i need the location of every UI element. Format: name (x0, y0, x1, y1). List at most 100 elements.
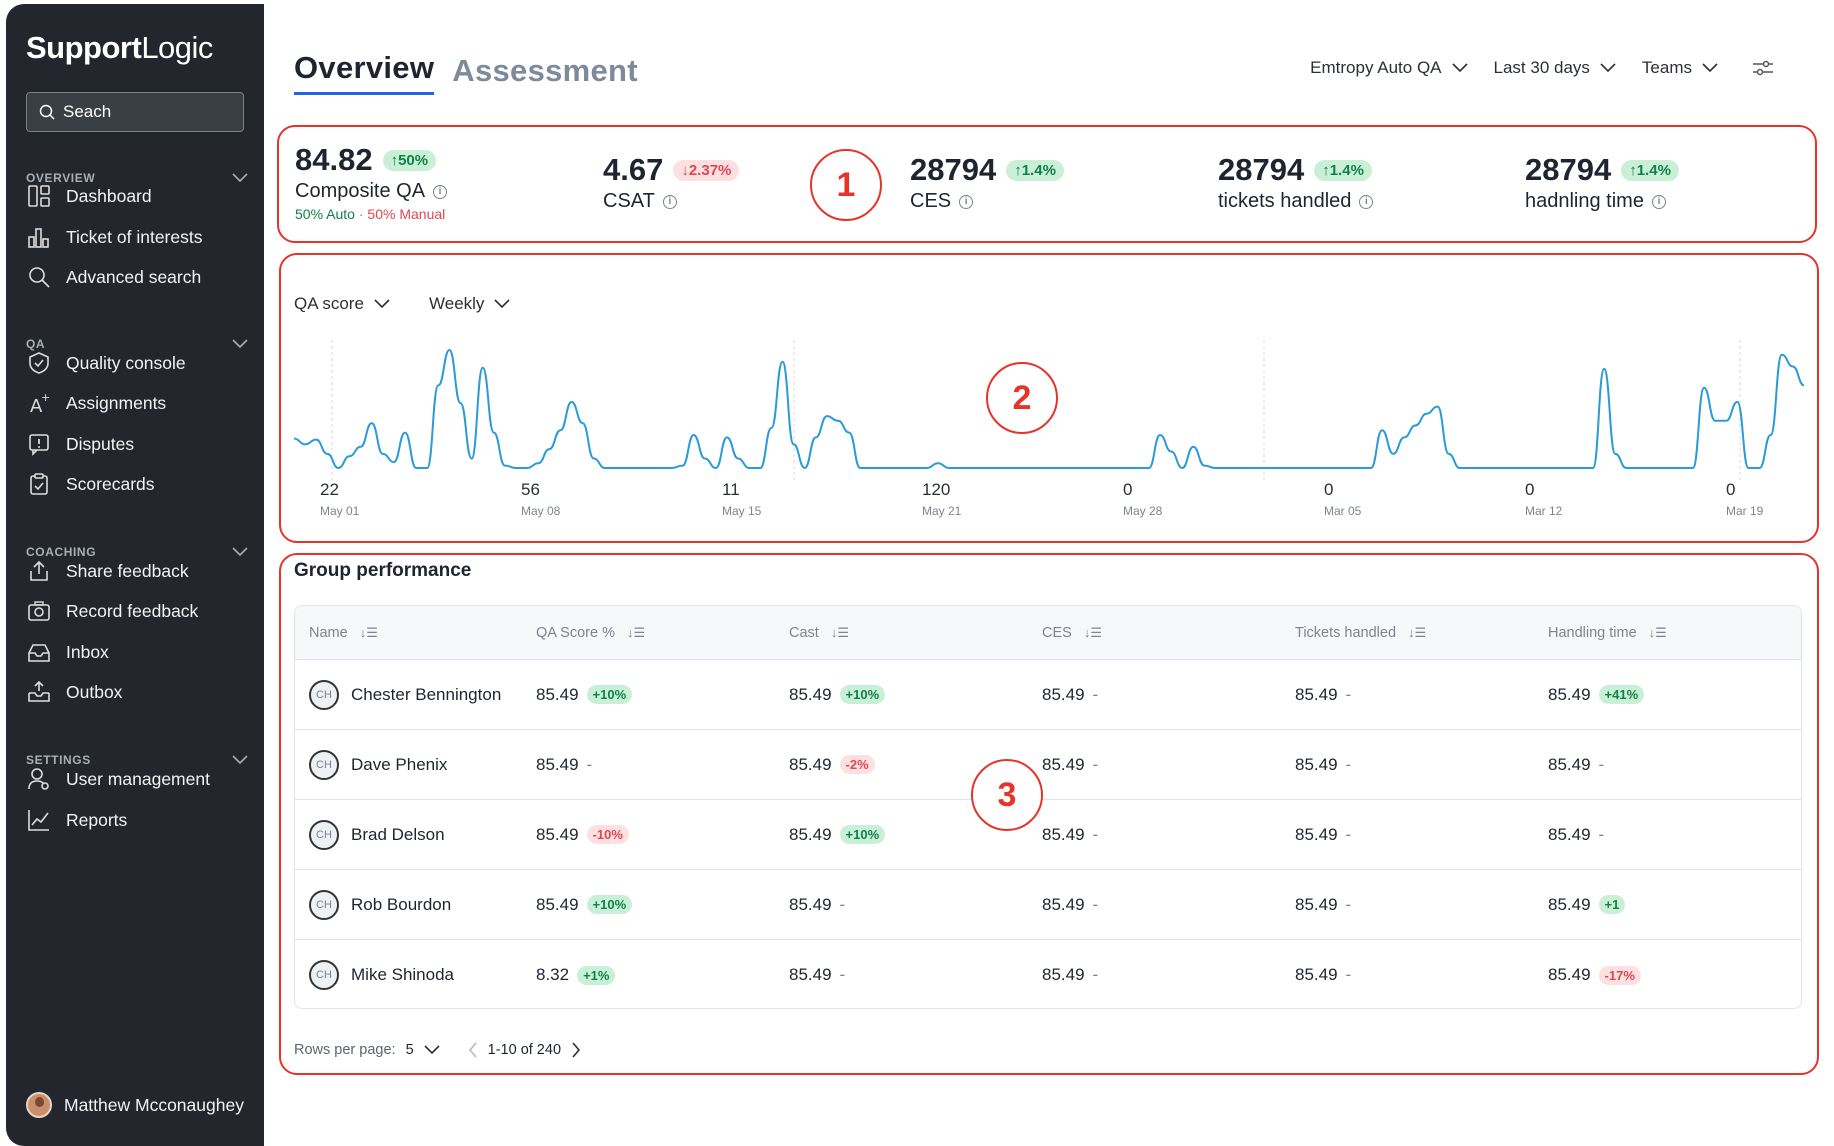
column-header-qa-score[interactable]: QA Score % ↓☰ (522, 625, 775, 641)
x-tick: 22 May 01 (320, 480, 359, 518)
sidebar-item-label: Share feedback (66, 560, 189, 581)
sidebar-item-dashboard[interactable]: Dashboard (26, 183, 152, 209)
metric-cell: 85.49- (1028, 895, 1281, 915)
metric-cell: 85.49 +10% (522, 685, 775, 705)
tab-assessment[interactable]: Assessment (452, 53, 638, 88)
empty-delta: - (586, 754, 593, 774)
sort-icon[interactable]: ↓☰ (1648, 624, 1667, 640)
annotation-box-1 (277, 125, 1817, 243)
delta-chip: +10% (586, 685, 633, 704)
sidebar-item-inbox[interactable]: Inbox (26, 639, 109, 665)
sidebar-item-scorecards[interactable]: Scorecards (26, 471, 155, 497)
column-label: QA Score % (536, 624, 615, 641)
sidebar-item-assignments[interactable]: A + Assignments (26, 390, 166, 416)
metric-value: 85.49 (1295, 965, 1338, 984)
name-cell: CH Brad Delson (295, 819, 522, 850)
info-icon[interactable]: i (959, 194, 974, 209)
kpi-ces: 28794 ↑ 1.4% CES i (910, 152, 1064, 213)
user-name: Matthew Mcconaughey (64, 1094, 244, 1115)
metric-select[interactable]: QA score (294, 294, 390, 314)
sidebar-item-outbox[interactable]: Outbox (26, 679, 122, 705)
period-select[interactable]: Weekly (429, 294, 511, 314)
info-icon[interactable]: i (1359, 194, 1374, 209)
quality-console-icon (26, 350, 52, 376)
sort-icon[interactable]: ↓☰ (626, 624, 646, 640)
sidebar-section-coaching[interactable]: COACHING (26, 545, 248, 559)
sidebar-item-ticket-of-interests[interactable]: Ticket of interests (26, 224, 202, 250)
user-profile[interactable]: Matthew Mcconaughey (26, 1092, 244, 1118)
chevron-down-icon[interactable] (424, 1045, 440, 1055)
empty-delta: - (1345, 754, 1352, 774)
filters: Emtropy Auto QA Last 30 days Teams (1310, 58, 1774, 78)
agent-name: Rob Bourdon (351, 894, 452, 914)
settings-sliders-icon[interactable] (1752, 59, 1774, 77)
sidebar-item-advanced-search[interactable]: Advanced search (26, 264, 201, 290)
column-header-name[interactable]: Name ↓☰ (295, 625, 522, 641)
search-input[interactable]: Seach (26, 92, 244, 132)
qa-split: 50% Auto · 50% Manual (295, 206, 446, 222)
avatar: CH (309, 679, 339, 710)
filter-teams[interactable]: Teams (1642, 58, 1718, 78)
chevron-down-icon (1702, 63, 1718, 73)
sidebar-item-share-feedback[interactable]: Share feedback (26, 558, 189, 584)
x-tick-value: 11 (722, 480, 740, 499)
column-header-tickets-handled[interactable]: Tickets handled ↓☰ (1281, 625, 1534, 641)
search-icon (39, 104, 55, 120)
section-title: SETTINGS (26, 753, 91, 767)
metric-cell: 85.49- (1028, 755, 1281, 775)
sidebar-item-user-management[interactable]: User management (26, 766, 210, 792)
sidebar-item-record-feedback[interactable]: Record feedback (26, 598, 198, 624)
info-icon[interactable]: i (1651, 194, 1666, 209)
sidebar-section-qa[interactable]: QA (26, 337, 248, 351)
column-header-ces[interactable]: CES ↓☰ (1028, 625, 1281, 641)
filter-date-range[interactable]: Last 30 days (1494, 58, 1616, 78)
metric-cell: 85.49 +10% (775, 685, 1028, 705)
metric-cell: 85.49- (775, 965, 1028, 985)
sidebar-item-label: Inbox (66, 641, 109, 662)
table-row[interactable]: CH Dave Phenix 85.49-85.49 -2% 85.49-85.49-8… (295, 730, 1801, 800)
x-tick: 120 May 21 (922, 480, 961, 518)
name-cell: CH Rob Bourdon (295, 889, 522, 920)
disputes-icon (26, 431, 52, 457)
delta-badge: ↑ 50% (382, 149, 437, 171)
metric-value: 85.49 (536, 824, 579, 844)
sort-icon[interactable]: ↓☰ (359, 624, 378, 640)
column-header-cast[interactable]: Cast ↓☰ (775, 625, 1028, 641)
table-row[interactable]: CH Chester Bennington 85.49 +10% 85.49 +10% 85… (295, 660, 1801, 730)
user-management-icon (26, 766, 52, 792)
agent-name: Chester Bennington (351, 684, 502, 704)
tab-overview[interactable]: Overview (294, 50, 435, 95)
chevron-down-icon (1451, 63, 1468, 73)
sort-icon[interactable]: ↓☰ (1083, 624, 1102, 640)
chevron-right-icon[interactable] (571, 1042, 581, 1058)
info-icon[interactable]: i (433, 184, 448, 199)
table-row[interactable]: CH Mike Shinoda 8.32 +1% 85.49-85.49-85.49-8… (295, 940, 1801, 1008)
x-tick-date: Mar 05 (1324, 504, 1362, 518)
table-row[interactable]: CH Rob Bourdon 85.49 +10% 85.49-85.49-85.49-… (295, 870, 1801, 940)
metric-cell: 85.49- (1534, 755, 1787, 775)
column-label: Name (309, 624, 348, 641)
empty-delta: - (839, 894, 846, 914)
sidebar-item-quality-console[interactable]: Quality console (26, 350, 186, 376)
sidebar-section-settings[interactable]: SETTINGS (26, 753, 248, 767)
metric-cell: 85.49- (1534, 825, 1787, 845)
metric-value: 85.49 (789, 684, 832, 704)
sidebar-section-overview[interactable]: OVERVIEW (26, 171, 248, 185)
rows-per-page-value[interactable]: 5 (405, 1042, 414, 1058)
empty-delta: - (839, 965, 846, 984)
sidebar-item-reports[interactable]: Reports (26, 807, 127, 833)
sort-icon[interactable]: ↓☰ (830, 624, 849, 640)
agent-name: Brad Delson (351, 824, 445, 844)
svg-text:+: + (41, 391, 50, 404)
sidebar-item-disputes[interactable]: Disputes (26, 431, 134, 457)
metric-cell: 85.49- (1281, 895, 1534, 915)
chevron-left-icon[interactable] (468, 1042, 478, 1058)
filter-qa-source[interactable]: Emtropy Auto QA (1310, 58, 1468, 78)
column-header-handling-time[interactable]: Handling time ↓☰ (1534, 625, 1787, 641)
metric-value: 85.49 (1548, 965, 1591, 984)
info-icon[interactable]: i (662, 194, 677, 209)
sort-icon[interactable]: ↓☰ (1408, 624, 1427, 640)
table-row[interactable]: CH Brad Delson 85.49 -10% 85.49 +10% 85.49-85.… (295, 800, 1801, 870)
name-cell: CH Chester Bennington (295, 679, 522, 710)
